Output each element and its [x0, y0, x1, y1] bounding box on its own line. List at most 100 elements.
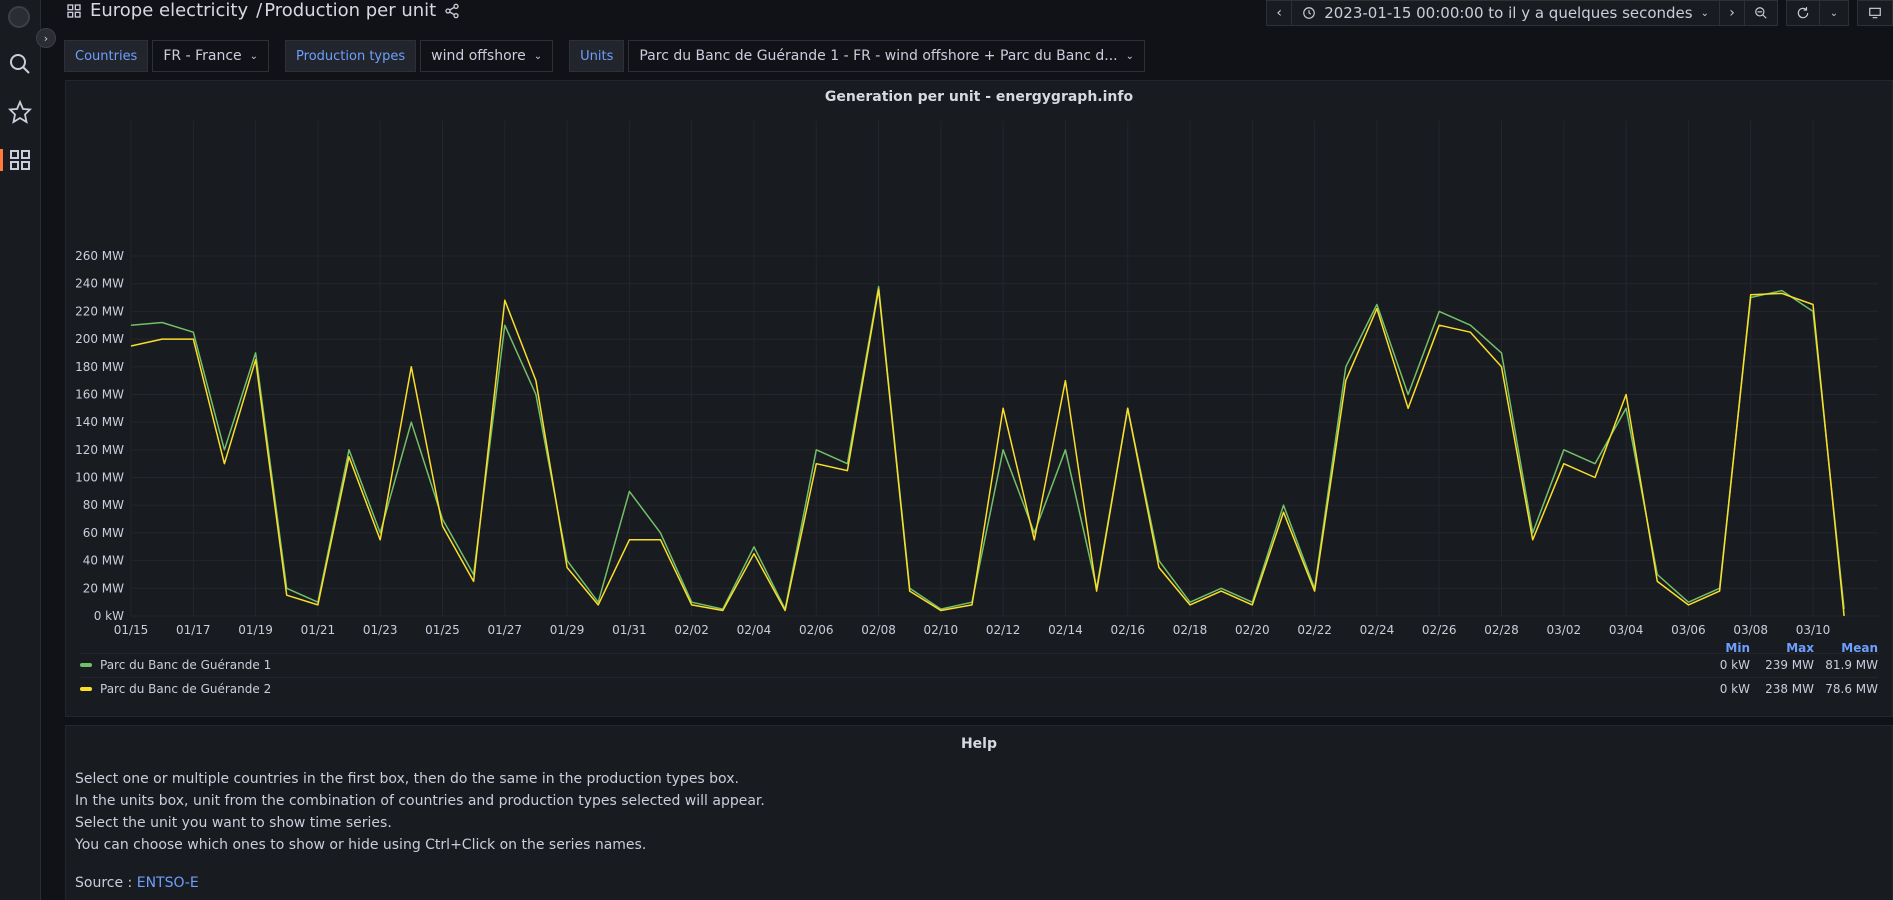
panel-title[interactable]: Generation per unit - energygraph.info	[824, 89, 1134, 105]
x-tick-label: 01/15	[114, 623, 149, 637]
dashboards-icon[interactable]	[8, 148, 32, 172]
x-tick-label: 02/18	[1173, 623, 1208, 637]
time-back-button[interactable]: ‹	[1266, 0, 1293, 26]
chevron-right-icon: ›	[1729, 5, 1735, 21]
time-range-label: 2023-01-15 00:00:00 to il y a quelques s…	[1324, 4, 1693, 22]
series-max: 239 MW	[1765, 658, 1814, 672]
units-select[interactable]: Parc du Banc de Guérande 1 - FR - wind o…	[628, 40, 1146, 72]
x-tick-label: 02/06	[799, 623, 834, 637]
breadcrumb-separator: /	[256, 0, 263, 21]
generation-panel: Generation per unit - energygraph.info 0…	[65, 80, 1893, 717]
legend-row[interactable]: Parc du Banc de Guérande 2 0 kW 238 MW 7…	[80, 677, 1878, 700]
x-tick-label: 03/08	[1733, 623, 1768, 637]
topbar: Europe electricity / Production per unit…	[56, 0, 1893, 26]
search-icon[interactable]	[8, 52, 32, 76]
y-tick-label: 60 MW	[83, 526, 124, 540]
series-name[interactable]: Parc du Banc de Guérande 2	[100, 682, 272, 696]
dashboard-grid-icon	[67, 3, 81, 18]
y-tick-label: 240 MW	[75, 277, 124, 291]
tv-mode-button[interactable]	[1857, 0, 1893, 26]
legend-header-min[interactable]: Min	[1725, 641, 1750, 655]
x-tick-label: 03/10	[1796, 623, 1831, 637]
chevron-down-icon: ⌄	[249, 50, 259, 62]
chevron-down-icon: ⌄	[1700, 7, 1709, 19]
generation-chart[interactable]: 0 kW 20 MW 40 MW 60 MW 80 MW 100 MW 120 MW 140 …	[66, 81, 1893, 641]
y-tick-label: 200 MW	[75, 332, 124, 346]
y-tick-label: 260 MW	[75, 249, 124, 263]
y-tick-label: 20 MW	[83, 581, 124, 595]
star-icon[interactable]	[8, 100, 32, 124]
legend-row[interactable]: Parc du Banc de Guérande 1 0 kW 239 MW 8…	[80, 653, 1878, 676]
x-tick-label: 01/19	[238, 623, 273, 637]
series-mean: 81.9 MW	[1825, 658, 1878, 672]
variable-bar: Countries FR - France ⌄ Production types…	[64, 40, 1161, 72]
legend-header-mean[interactable]: Mean	[1841, 641, 1878, 655]
x-tick-label: 03/06	[1671, 623, 1706, 637]
zoom-out-icon	[1755, 7, 1767, 19]
x-tick-label: 03/02	[1547, 623, 1582, 637]
help-line: Select the unit you want to show time se…	[75, 815, 392, 831]
series-color-swatch[interactable]	[80, 663, 92, 667]
x-tick-label: 02/22	[1297, 623, 1332, 637]
time-forward-button[interactable]: ›	[1719, 0, 1745, 26]
series-name[interactable]: Parc du Banc de Guérande 1	[100, 658, 272, 672]
x-tick-label: 01/23	[363, 623, 398, 637]
x-tick-label: 01/21	[301, 623, 336, 637]
sidebar	[0, 0, 41, 900]
help-panel: Help Select one or multiple countries in…	[65, 725, 1893, 900]
x-tick-label: 02/10	[924, 623, 959, 637]
y-tick-label: 0 kW	[94, 609, 124, 623]
y-tick-label: 100 MW	[75, 471, 124, 485]
chevron-down-icon: ⌄	[1125, 50, 1135, 62]
production-types-value: wind offshore	[431, 48, 526, 64]
expand-sidebar-button[interactable]: ›	[36, 28, 56, 48]
series-line-1	[130, 285, 1845, 610]
help-line: You can choose which ones to show or hid…	[75, 837, 647, 853]
y-tick-label: 80 MW	[83, 498, 124, 512]
x-tick-label: 01/17	[176, 623, 211, 637]
time-range-picker[interactable]: 2023-01-15 00:00:00 to il y a quelques s…	[1291, 0, 1720, 26]
chevron-right-icon: ›	[43, 31, 49, 45]
help-body: Select one or multiple countries in the …	[75, 768, 765, 894]
y-tick-label: 160 MW	[75, 387, 124, 401]
legend-header-max[interactable]: Max	[1786, 641, 1814, 655]
chevron-down-icon: ⌄	[1829, 7, 1839, 19]
x-tick-label: 01/25	[425, 623, 460, 637]
x-tick-label: 02/24	[1360, 623, 1395, 637]
time-controls: ‹ 2023-01-15 00:00:00 to il y a quelques…	[1266, 0, 1893, 26]
countries-select[interactable]: FR - France ⌄	[152, 40, 270, 72]
active-indicator	[0, 149, 3, 171]
source-link[interactable]: ENTSO-E	[136, 875, 199, 891]
breadcrumb: Europe electricity / Production per unit	[66, 0, 460, 21]
help-title[interactable]: Help	[960, 736, 998, 752]
share-icon[interactable]	[444, 3, 460, 19]
clock-icon	[1303, 7, 1316, 19]
help-line: In the units box, unit from the combinat…	[75, 793, 765, 809]
units-value: Parc du Banc de Guérande 1 - FR - wind o…	[639, 48, 1118, 64]
y-tick-label: 140 MW	[75, 415, 124, 429]
x-tick-label: 02/28	[1484, 623, 1519, 637]
x-tick-label: 03/04	[1609, 623, 1644, 637]
y-tick-label: 180 MW	[75, 360, 124, 374]
zoom-out-button[interactable]	[1744, 0, 1778, 26]
refresh-button[interactable]	[1786, 0, 1820, 26]
grafana-logo-icon[interactable]	[8, 6, 30, 28]
breadcrumb-folder[interactable]: Europe electricity	[90, 0, 249, 21]
x-tick-label: 02/20	[1235, 623, 1270, 637]
series-mean: 78.6 MW	[1825, 682, 1878, 696]
refresh-interval-button[interactable]: ⌄	[1819, 0, 1849, 26]
series-min: 0 kW	[1719, 658, 1750, 672]
series-color-swatch[interactable]	[80, 687, 92, 691]
production-types-select[interactable]: wind offshore ⌄	[420, 40, 554, 72]
x-tick-label: 01/31	[612, 623, 647, 637]
refresh-icon	[1797, 7, 1809, 19]
legend-header: Min Max Mean	[1710, 641, 1878, 655]
production-types-label: Production types	[285, 40, 417, 72]
x-tick-label: 02/02	[674, 623, 709, 637]
monitor-icon	[1869, 7, 1881, 19]
help-source: Source : ENTSO-E	[75, 872, 765, 894]
dashboard-title[interactable]: Production per unit	[264, 0, 437, 21]
y-tick-label: 220 MW	[75, 304, 124, 318]
countries-label: Countries	[64, 40, 149, 72]
x-tick-label: 02/14	[1048, 623, 1083, 637]
